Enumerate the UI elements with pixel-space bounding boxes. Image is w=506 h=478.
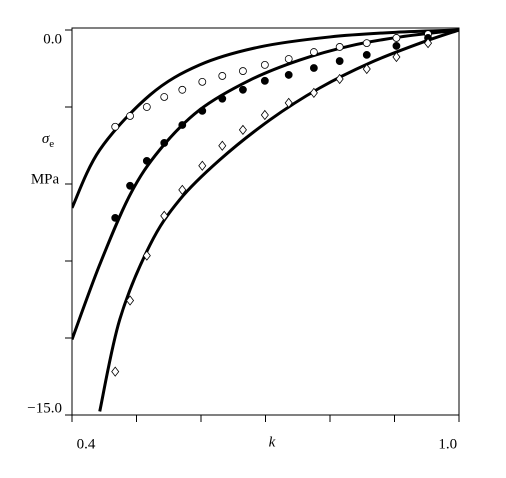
data-point — [142, 250, 151, 261]
data-point — [309, 48, 318, 56]
y-tick-label: 0.0 — [43, 31, 62, 47]
data-point — [111, 122, 120, 131]
data-point — [392, 34, 401, 42]
y-unit: MPa — [31, 171, 60, 187]
data-point — [239, 85, 247, 94]
data-point — [198, 106, 207, 115]
y-tick-label: −15.0 — [27, 400, 62, 416]
model-curve — [98, 28, 459, 412]
data-point — [335, 57, 344, 65]
data-point — [424, 37, 433, 49]
data-point — [142, 156, 151, 165]
data-point — [111, 213, 120, 222]
data-point — [335, 43, 344, 51]
data-point — [260, 76, 269, 85]
data-point — [126, 112, 134, 120]
data-point — [284, 55, 293, 63]
data-point — [160, 210, 169, 221]
data-point — [238, 124, 247, 135]
data-point — [362, 39, 371, 47]
data-point — [239, 67, 247, 75]
plot-frame — [71, 27, 460, 416]
x-axis-label: k — [269, 434, 276, 450]
data-point — [260, 61, 269, 69]
data-point — [260, 109, 269, 121]
data-point — [142, 103, 151, 111]
data-point — [178, 121, 187, 129]
model-curve — [72, 28, 459, 209]
data-point — [126, 181, 134, 190]
data-point — [198, 160, 207, 171]
data-point — [309, 87, 318, 99]
model-curve — [72, 28, 459, 341]
y-subscript: e — [49, 138, 54, 150]
x-tick-label: 1.0 — [438, 436, 457, 452]
data-point — [284, 97, 293, 109]
data-point — [126, 295, 135, 306]
data-point — [160, 93, 169, 101]
data-point — [160, 139, 169, 147]
data-point — [284, 71, 293, 79]
data-point — [309, 64, 318, 72]
data-point — [218, 140, 227, 151]
y-symbol: σ — [42, 131, 50, 147]
data-point — [392, 51, 401, 63]
x-tick-label: 0.4 — [77, 436, 96, 452]
data-point — [335, 73, 344, 85]
y-axis-label: σe — [42, 131, 54, 149]
data-point — [218, 94, 227, 103]
data-point — [111, 366, 120, 377]
plot-marks — [72, 28, 459, 412]
data-point — [198, 77, 207, 86]
data-point — [362, 50, 371, 59]
data-point — [178, 85, 187, 94]
data-point — [178, 184, 187, 196]
data-point — [362, 63, 371, 75]
data-point — [392, 42, 401, 50]
data-point — [218, 72, 227, 80]
